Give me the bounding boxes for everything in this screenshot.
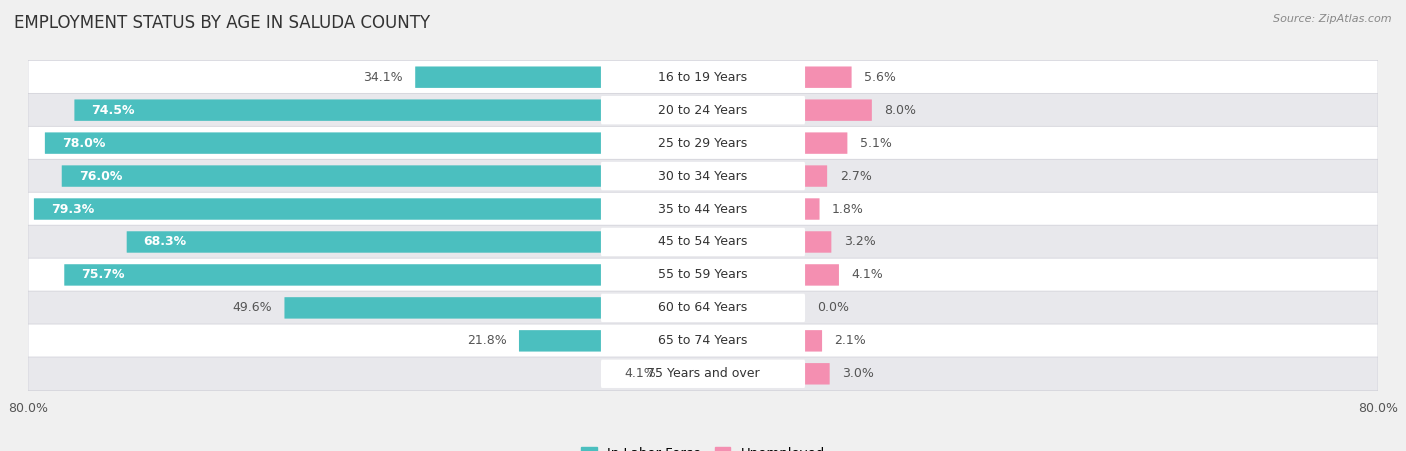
Text: 8.0%: 8.0% <box>884 104 917 117</box>
FancyBboxPatch shape <box>804 133 848 154</box>
Text: EMPLOYMENT STATUS BY AGE IN SALUDA COUNTY: EMPLOYMENT STATUS BY AGE IN SALUDA COUNT… <box>14 14 430 32</box>
Text: 20 to 24 Years: 20 to 24 Years <box>658 104 748 117</box>
Text: 75 Years and over: 75 Years and over <box>647 367 759 380</box>
FancyBboxPatch shape <box>804 330 823 352</box>
FancyBboxPatch shape <box>28 258 1378 292</box>
FancyBboxPatch shape <box>28 192 1378 226</box>
Text: Source: ZipAtlas.com: Source: ZipAtlas.com <box>1274 14 1392 23</box>
FancyBboxPatch shape <box>28 225 1378 259</box>
FancyBboxPatch shape <box>28 93 1378 127</box>
Text: 16 to 19 Years: 16 to 19 Years <box>658 71 748 84</box>
Text: 45 to 54 Years: 45 to 54 Years <box>658 235 748 249</box>
FancyBboxPatch shape <box>75 99 602 121</box>
FancyBboxPatch shape <box>28 159 1378 193</box>
Text: 4.1%: 4.1% <box>852 268 883 281</box>
Text: 5.1%: 5.1% <box>860 137 891 150</box>
Legend: In Labor Force, Unemployed: In Labor Force, Unemployed <box>575 442 831 451</box>
FancyBboxPatch shape <box>284 297 602 318</box>
FancyBboxPatch shape <box>519 330 602 352</box>
Text: 2.7%: 2.7% <box>839 170 872 183</box>
FancyBboxPatch shape <box>804 198 820 220</box>
Text: 78.0%: 78.0% <box>62 137 105 150</box>
FancyBboxPatch shape <box>28 357 1378 391</box>
FancyBboxPatch shape <box>62 166 602 187</box>
Text: 1.8%: 1.8% <box>832 202 863 216</box>
FancyBboxPatch shape <box>65 264 602 285</box>
Text: 4.1%: 4.1% <box>624 367 655 380</box>
Text: 21.8%: 21.8% <box>467 334 506 347</box>
Text: 60 to 64 Years: 60 to 64 Years <box>658 301 748 314</box>
FancyBboxPatch shape <box>28 126 1378 160</box>
Text: 2.1%: 2.1% <box>835 334 866 347</box>
Text: 65 to 74 Years: 65 to 74 Years <box>658 334 748 347</box>
Text: 34.1%: 34.1% <box>363 71 402 84</box>
FancyBboxPatch shape <box>804 99 872 121</box>
FancyBboxPatch shape <box>28 324 1378 358</box>
Text: 3.0%: 3.0% <box>842 367 875 380</box>
Text: 79.3%: 79.3% <box>51 202 94 216</box>
FancyBboxPatch shape <box>804 166 827 187</box>
FancyBboxPatch shape <box>804 231 831 253</box>
FancyBboxPatch shape <box>600 359 806 388</box>
FancyBboxPatch shape <box>45 133 602 154</box>
Text: 49.6%: 49.6% <box>232 301 271 314</box>
Text: 25 to 29 Years: 25 to 29 Years <box>658 137 748 150</box>
FancyBboxPatch shape <box>804 264 839 285</box>
FancyBboxPatch shape <box>600 162 806 190</box>
Text: 5.6%: 5.6% <box>865 71 896 84</box>
FancyBboxPatch shape <box>600 327 806 355</box>
Text: 68.3%: 68.3% <box>143 235 187 249</box>
FancyBboxPatch shape <box>804 363 830 385</box>
FancyBboxPatch shape <box>127 231 602 253</box>
Text: 74.5%: 74.5% <box>91 104 135 117</box>
Text: 3.2%: 3.2% <box>844 235 876 249</box>
FancyBboxPatch shape <box>600 129 806 157</box>
FancyBboxPatch shape <box>600 195 806 223</box>
FancyBboxPatch shape <box>415 66 602 88</box>
Text: 55 to 59 Years: 55 to 59 Years <box>658 268 748 281</box>
Text: 76.0%: 76.0% <box>79 170 122 183</box>
Text: 30 to 34 Years: 30 to 34 Years <box>658 170 748 183</box>
Text: 75.7%: 75.7% <box>82 268 125 281</box>
FancyBboxPatch shape <box>600 294 806 322</box>
Text: 0.0%: 0.0% <box>817 301 849 314</box>
FancyBboxPatch shape <box>804 66 852 88</box>
FancyBboxPatch shape <box>600 261 806 289</box>
FancyBboxPatch shape <box>28 60 1378 94</box>
FancyBboxPatch shape <box>28 291 1378 325</box>
FancyBboxPatch shape <box>600 96 806 124</box>
FancyBboxPatch shape <box>34 198 602 220</box>
FancyBboxPatch shape <box>600 63 806 92</box>
Text: 35 to 44 Years: 35 to 44 Years <box>658 202 748 216</box>
FancyBboxPatch shape <box>600 228 806 256</box>
